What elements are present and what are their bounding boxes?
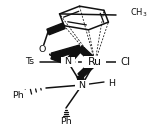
Text: N: N	[75, 81, 88, 89]
Text: H: H	[108, 79, 115, 88]
Text: O: O	[38, 46, 46, 55]
Text: Ph: Ph	[60, 117, 72, 126]
Text: ·: ·	[73, 50, 77, 64]
Text: Ru: Ru	[88, 57, 102, 67]
Polygon shape	[77, 75, 85, 86]
Polygon shape	[47, 23, 65, 35]
Text: Ru: Ru	[85, 57, 105, 67]
Polygon shape	[78, 60, 97, 78]
Text: Cl: Cl	[117, 57, 133, 67]
Text: CH$_3$: CH$_3$	[130, 7, 148, 19]
Text: N: N	[79, 81, 86, 89]
Text: O: O	[35, 46, 49, 55]
Text: Ph: Ph	[9, 91, 27, 100]
Polygon shape	[51, 45, 81, 59]
Polygon shape	[51, 53, 69, 65]
Polygon shape	[66, 46, 82, 64]
Text: N: N	[62, 58, 75, 67]
Polygon shape	[78, 46, 97, 64]
Text: Ph: Ph	[12, 91, 24, 100]
Text: N: N	[64, 58, 71, 67]
Text: Cl: Cl	[120, 57, 130, 67]
Text: Ph: Ph	[57, 117, 75, 126]
Text: Ts: Ts	[25, 58, 34, 67]
